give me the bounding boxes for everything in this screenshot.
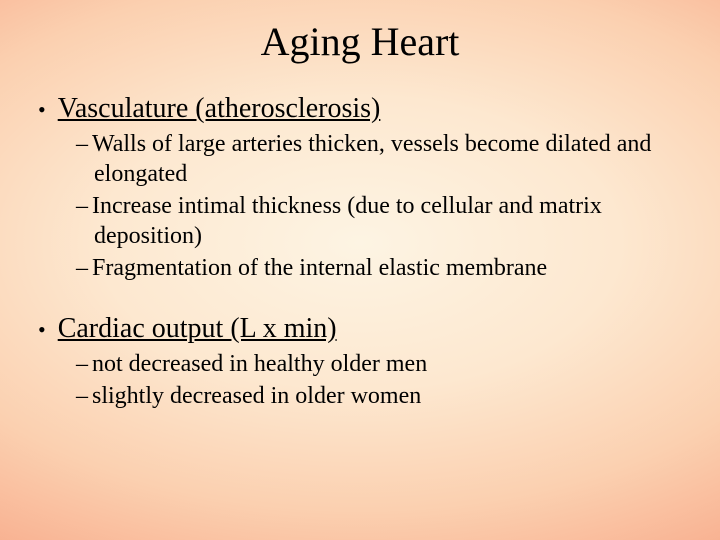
sub-item-text: Increase intimal thickness (due to cellu… [92,193,602,249]
slide-title: Aging Heart [30,18,690,65]
section-cardiac-output: • Cardiac output (L x min) –not decrease… [38,313,690,411]
sub-item: –not decreased in healthy older men [76,349,690,379]
dash-icon: – [76,193,92,219]
sub-list: –Walls of large arteries thicken, vessel… [38,129,690,283]
bullet-dot-icon: • [38,316,46,344]
section-heading-row: • Cardiac output (L x min) [38,313,690,345]
dash-icon: – [76,351,92,377]
dash-icon: – [76,255,92,281]
sub-item-text: Walls of large arteries thicken, vessels… [92,131,651,187]
bullet-list: • Vasculature (atherosclerosis) –Walls o… [30,93,690,411]
bullet-dot-icon: • [38,96,46,124]
sub-item: –Fragmentation of the internal elastic m… [76,253,690,283]
section-vasculature: • Vasculature (atherosclerosis) –Walls o… [38,93,690,283]
sub-item: –Walls of large arteries thicken, vessel… [76,129,690,189]
section-heading: Cardiac output (L x min) [58,313,337,345]
sub-item: –slightly decreased in older women [76,381,690,411]
sub-item-text: not decreased in healthy older men [92,351,427,377]
section-heading: Vasculature (atherosclerosis) [58,93,381,125]
dash-icon: – [76,131,92,157]
slide: Aging Heart • Vasculature (atheroscleros… [0,0,720,540]
dash-icon: – [76,383,92,409]
section-heading-row: • Vasculature (atherosclerosis) [38,93,690,125]
sub-item-text: Fragmentation of the internal elastic me… [92,255,547,281]
sub-item-text: slightly decreased in older women [92,383,421,409]
sub-item: –Increase intimal thickness (due to cell… [76,191,690,251]
sub-list: –not decreased in healthy older men –sli… [38,349,690,411]
